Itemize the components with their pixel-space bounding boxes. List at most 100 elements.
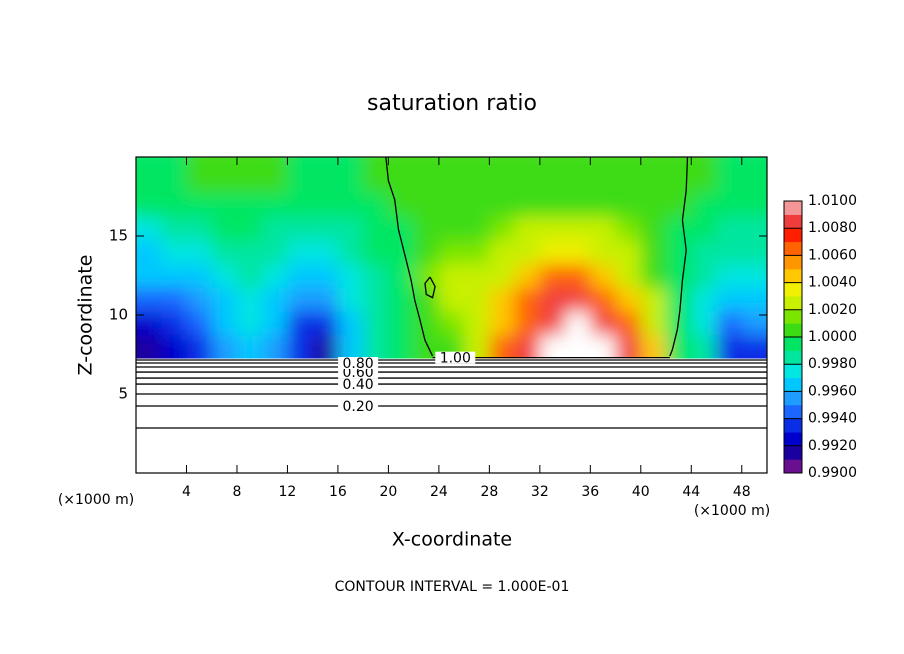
field-cell: [363, 311, 389, 336]
field-cell: [236, 311, 263, 336]
field-cell: [539, 263, 566, 288]
field-cell: [615, 334, 642, 359]
field-cell: [388, 334, 415, 359]
colorbar-label: 0.9900: [808, 465, 857, 481]
field-cell: [337, 216, 364, 241]
field-cell: [741, 263, 767, 288]
field-cell: [186, 287, 213, 312]
field-cell: [691, 216, 718, 241]
colorbar-label: 0.9920: [808, 438, 857, 454]
field-cell: [262, 311, 288, 336]
colorbar-band: [784, 364, 802, 379]
field-cell: [211, 239, 238, 265]
field-cell: [590, 216, 617, 241]
field-cell: [438, 216, 465, 241]
field-cell: [514, 311, 541, 336]
field-cell: [666, 263, 692, 288]
field-cell: [186, 216, 213, 241]
y-unit-label: (×1000 m): [58, 492, 134, 508]
field-cell: [287, 216, 314, 241]
colorbar-band: [784, 445, 802, 460]
field-cell: [489, 157, 516, 194]
field-cell: [413, 263, 440, 288]
field-cell: [640, 157, 667, 194]
field-cell: [262, 334, 288, 359]
contour-lines: 0.20 0.400.600.80 1.00: [136, 156, 767, 429]
field-cell: [236, 216, 263, 241]
field-cell: [413, 192, 440, 217]
x-tick-label: 28: [480, 484, 498, 500]
field-cell: [464, 192, 490, 217]
field-cell: [186, 157, 213, 194]
field-cell: [514, 192, 541, 217]
field-cell: [337, 311, 364, 336]
colorbar-band: [784, 405, 802, 419]
colorbar-label: 1.0020: [808, 302, 857, 318]
x-tick-label: 4: [182, 484, 191, 500]
field-cell: [565, 157, 591, 194]
field-cell: [539, 192, 566, 217]
field-cell: [590, 192, 617, 217]
field-cell: [514, 216, 541, 241]
x-tick-label: 48: [733, 484, 751, 500]
field-cell: [161, 239, 187, 265]
y-tick-label: 10: [109, 306, 128, 324]
colorbar-band: [784, 214, 802, 229]
field-cell: [666, 192, 692, 217]
field-cell: [262, 216, 288, 241]
field-cell: [236, 263, 263, 288]
field-cell: [438, 263, 465, 288]
x-tick-label: 12: [279, 484, 297, 500]
field-cell: [590, 287, 617, 312]
field-cell: [716, 239, 743, 265]
field-cell: [615, 157, 642, 194]
field-cell: [691, 192, 718, 217]
field-cell: [666, 216, 692, 241]
y-axis-label: Z-coordinate: [75, 255, 97, 376]
field-cell: [438, 239, 465, 265]
field-cell: [464, 216, 490, 241]
x-tick-label: 16: [329, 484, 347, 500]
field-cell: [136, 239, 162, 265]
contour-line: [385, 156, 434, 357]
colorbar-label: 1.0100: [808, 193, 857, 209]
y-tick-label: 15: [109, 227, 128, 245]
field-cell: [666, 157, 692, 194]
field-cell: [716, 287, 743, 312]
field-cell: [640, 239, 667, 265]
contour-label-bg: [338, 378, 379, 391]
field-cell: [438, 287, 465, 312]
field-cell: [590, 334, 617, 359]
colorbar-label: 1.0000: [808, 329, 857, 345]
field-cell: [640, 216, 667, 241]
field-cell: [186, 239, 213, 265]
field-cell: [514, 239, 541, 265]
colorbar-band: [784, 377, 802, 392]
colorbar-label: 1.0080: [808, 220, 857, 236]
field-cell: [640, 192, 667, 217]
field-cell: [565, 263, 591, 288]
field-cell: [312, 311, 339, 336]
colorbar-band: [784, 282, 802, 297]
field-cell: [186, 192, 213, 217]
field-cell: [539, 239, 566, 265]
field-cell: [312, 157, 339, 194]
field-cell: [615, 216, 642, 241]
field-cell: [236, 239, 263, 265]
field-cell: [489, 216, 516, 241]
field-cell: [388, 287, 415, 312]
field-cell: [438, 192, 465, 217]
x-tick-label: 36: [581, 484, 599, 500]
field-cell: [388, 157, 415, 194]
field-cell: [312, 239, 339, 265]
colorbar-band: [784, 228, 802, 243]
y-tick-label: 5: [118, 385, 128, 403]
field-cell: [413, 157, 440, 194]
field-cell: [337, 157, 364, 194]
x-tick-label: 24: [430, 484, 448, 500]
field-cell: [539, 311, 566, 336]
field-cell: [615, 311, 642, 336]
colorbar-band: [784, 255, 802, 270]
field-cell: [211, 311, 238, 336]
